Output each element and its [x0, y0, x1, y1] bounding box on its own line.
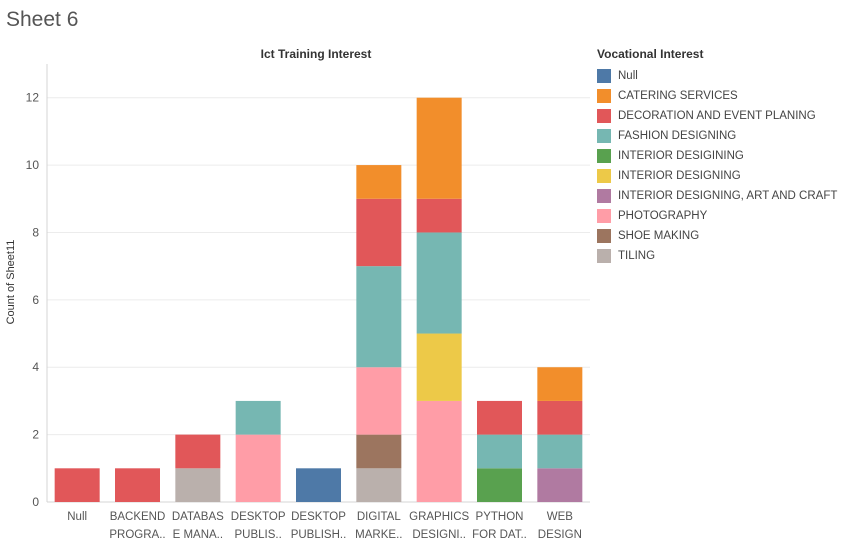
y-tick-label: 8 [32, 225, 39, 239]
bar-segment[interactable] [416, 333, 462, 401]
y-tick-labels: 0 2 4 6 8 10 12 [26, 91, 40, 509]
legend-label: SHOE MAKING [618, 230, 700, 242]
legend-item[interactable]: PHOTOGRAPHY [597, 206, 837, 226]
legend-swatch [597, 189, 611, 203]
x-tick-labels: Null BACKEND PROGRA..DATABAS E MANA..DESKTO… [67, 511, 582, 541]
legend-item[interactable]: TILING [597, 246, 837, 266]
chart-title: Ict Training Interest [261, 47, 372, 61]
legend-swatch [597, 169, 611, 183]
bar-segment[interactable] [54, 468, 100, 502]
bar-segment[interactable] [477, 400, 522, 435]
legend-item[interactable]: SHOE MAKING [597, 226, 837, 246]
bar-segment[interactable] [356, 198, 402, 267]
bar-segment[interactable] [235, 400, 281, 435]
bar-segment[interactable] [416, 400, 462, 502]
legend-swatch [597, 209, 611, 223]
legend-swatch [597, 149, 611, 163]
legend-swatch [597, 129, 611, 143]
y-tick-label: 4 [32, 360, 39, 374]
bar-segment[interactable] [356, 165, 402, 199]
bar-segment[interactable] [356, 434, 402, 469]
bars [54, 97, 583, 502]
legend-label: DECORATION AND EVENT PLANING [618, 110, 816, 122]
legend-item[interactable]: FASHION DESIGNING [597, 126, 837, 146]
legend: Vocational Interest Null CATERING SERVICE… [597, 47, 837, 266]
y-tick-label: 6 [32, 293, 39, 307]
y-tick-label: 2 [32, 428, 39, 442]
bar-segment[interactable] [537, 468, 583, 502]
bar-segment[interactable] [537, 434, 583, 469]
y-axis-label: Count of Sheet11 [5, 240, 17, 325]
bar-segment[interactable] [356, 468, 402, 502]
legend-swatch [597, 249, 611, 263]
y-tick-label: 12 [26, 91, 40, 105]
x-tick-label: DATABAS E MANA.. [172, 511, 224, 541]
x-tick-label: PYTHON FOR DAT.. [472, 511, 527, 541]
bar-segment[interactable] [296, 468, 341, 502]
legend-title: Vocational Interest [597, 47, 704, 61]
sheet-title: Sheet 6 [6, 8, 79, 31]
x-tick-label: DIGITAL MARKE.. [355, 511, 402, 541]
legend-swatch [597, 89, 611, 103]
bar-segment[interactable] [416, 232, 462, 334]
bar-segment[interactable] [175, 434, 221, 469]
y-tick-label: 10 [26, 158, 40, 172]
legend-swatch [597, 109, 611, 123]
bar-segment[interactable] [356, 367, 402, 435]
bar-segment[interactable] [537, 367, 583, 401]
legend-item[interactable]: DECORATION AND EVENT PLANING [597, 106, 837, 126]
legend-item[interactable]: INTERIOR DESIGNING, ART AND CRAFT [597, 186, 837, 206]
x-tick-label: WEB DESIGN [538, 511, 582, 541]
legend-label: PHOTOGRAPHY [618, 210, 708, 222]
legend-label: Null [618, 70, 638, 82]
x-tick-label: BACKEND PROGRA.. [109, 511, 165, 541]
x-tick-label: DESKTOP PUBLIS.. [231, 511, 286, 541]
bar-segment[interactable] [477, 468, 522, 502]
legend-label: INTERIOR DESIGNING [618, 170, 741, 182]
bar-segment[interactable] [416, 97, 462, 199]
x-tick-label: GRAPHICS DESIGNI.. [409, 511, 469, 541]
legend-item[interactable]: CATERING SERVICES [597, 86, 837, 106]
bar-segment[interactable] [416, 198, 462, 233]
legend-label: INTERIOR DESIGNING, ART AND CRAFT [618, 190, 838, 202]
x-tick-label: DESKTOP PUBLISH.. [291, 511, 347, 541]
legend-label: CATERING SERVICES [618, 90, 738, 102]
bar-segment[interactable] [537, 400, 583, 435]
stacked-bar-chart: Ict Training Interest Count of Sheet11 0… [5, 47, 590, 541]
legend-items: Null CATERING SERVICES DECORATION AND EVEN… [597, 66, 837, 266]
legend-item[interactable]: INTERIOR DESIGINING [597, 146, 837, 166]
legend-label: FASHION DESIGNING [618, 130, 737, 142]
legend-label: INTERIOR DESIGINING [618, 150, 744, 162]
legend-label: TILING [618, 250, 656, 262]
x-tick-label: Null [67, 511, 87, 523]
bar-segment[interactable] [175, 468, 221, 502]
legend-swatch [597, 69, 611, 83]
y-tick-label: 0 [32, 495, 39, 509]
bar-segment[interactable] [235, 434, 281, 502]
bar-segment[interactable] [115, 468, 160, 502]
legend-item[interactable]: Null [597, 66, 837, 86]
bar-segment[interactable] [356, 266, 402, 368]
bar-segment[interactable] [477, 434, 522, 469]
legend-swatch [597, 229, 611, 243]
legend-item[interactable]: INTERIOR DESIGNING [597, 166, 837, 186]
